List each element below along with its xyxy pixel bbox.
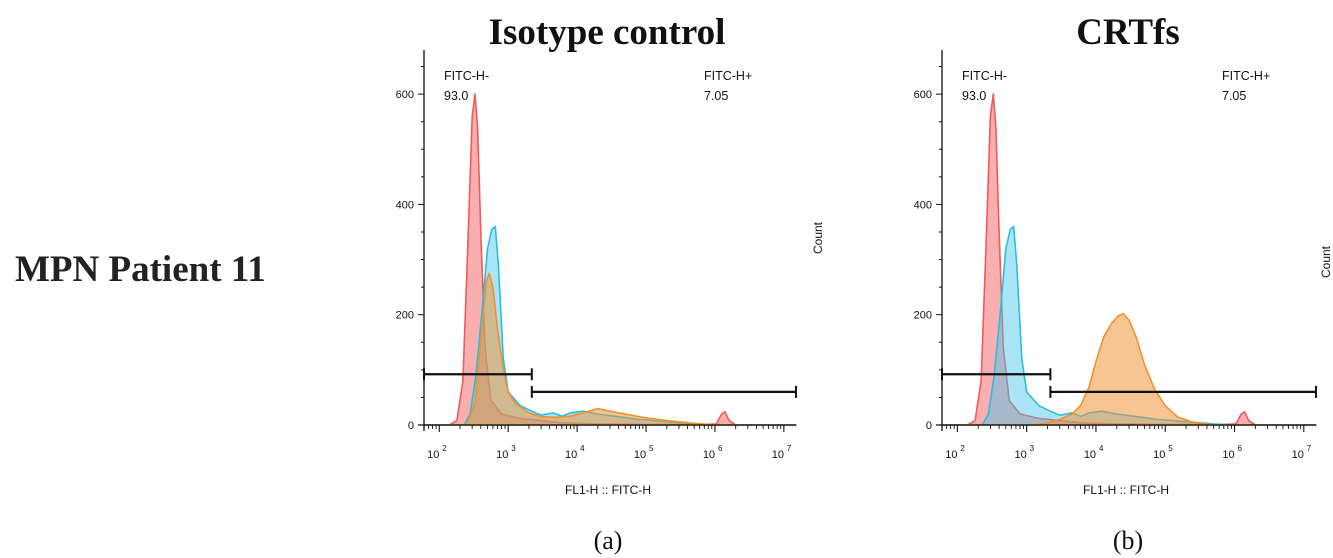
x-tick-label: 10 bbox=[565, 449, 577, 461]
x-tick-exponent: 7 bbox=[787, 444, 792, 453]
x-tick-label: 10 bbox=[1292, 449, 1304, 461]
y-axis-label: Count bbox=[1319, 245, 1333, 278]
x-tick-label: 10 bbox=[1222, 449, 1234, 461]
x-tick-label: 10 bbox=[496, 449, 508, 461]
x-tick-label: 10 bbox=[1153, 449, 1165, 461]
gate-value: 7.05 bbox=[1222, 89, 1246, 103]
x-tick-exponent: 3 bbox=[1030, 444, 1035, 453]
y-axis-label: Count bbox=[811, 221, 825, 254]
gate-name: FITC-H- bbox=[962, 69, 1007, 83]
gate-value: 93.0 bbox=[444, 89, 468, 103]
panel-caption: (a) bbox=[594, 526, 623, 555]
chart-panel-a: Isotype control0200400600102103104105106… bbox=[396, 12, 825, 555]
panel-caption: (b) bbox=[1113, 526, 1143, 555]
x-tick-label: 10 bbox=[1084, 449, 1096, 461]
chart-panel-b: CRTfs0200400600102103104105106107FITC-H-… bbox=[914, 12, 1333, 555]
x-tick-exponent: 5 bbox=[1168, 444, 1173, 453]
x-tick-exponent: 4 bbox=[1099, 444, 1104, 453]
x-tick-label: 10 bbox=[634, 449, 646, 461]
y-tick-label: 400 bbox=[914, 199, 932, 211]
y-tick-label: 200 bbox=[396, 310, 414, 322]
chart-title: CRTfs bbox=[1076, 12, 1180, 53]
y-tick-label: 600 bbox=[396, 89, 414, 101]
y-tick-label: 200 bbox=[914, 310, 932, 322]
y-tick-label: 0 bbox=[408, 420, 414, 432]
x-tick-label: 10 bbox=[945, 449, 957, 461]
gate-value: 7.05 bbox=[704, 89, 728, 103]
y-tick-label: 600 bbox=[914, 89, 932, 101]
x-tick-exponent: 2 bbox=[960, 444, 965, 453]
x-tick-exponent: 2 bbox=[442, 444, 447, 453]
y-tick-label: 400 bbox=[396, 199, 414, 211]
histogram-series-3 bbox=[423, 272, 797, 426]
chart-title: Isotype control bbox=[489, 12, 726, 53]
gate-value: 93.0 bbox=[962, 89, 986, 103]
y-tick-label: 0 bbox=[926, 420, 932, 432]
x-tick-exponent: 6 bbox=[1238, 444, 1243, 453]
histogram-series-3 bbox=[941, 312, 1317, 426]
x-tick-exponent: 3 bbox=[511, 444, 516, 453]
gate-name: FITC-H+ bbox=[704, 69, 752, 83]
x-axis-label: FL1-H :: FITC-H bbox=[565, 483, 651, 497]
gate-name: FITC-H- bbox=[444, 69, 489, 83]
x-axis-label: FL1-H :: FITC-H bbox=[1083, 483, 1169, 497]
x-tick-exponent: 7 bbox=[1307, 444, 1312, 453]
x-tick-exponent: 6 bbox=[718, 444, 723, 453]
histogram-series-1 bbox=[941, 93, 1317, 426]
x-tick-label: 10 bbox=[427, 449, 439, 461]
gate-name: FITC-H+ bbox=[1222, 69, 1270, 83]
x-tick-label: 10 bbox=[1015, 449, 1027, 461]
x-tick-exponent: 4 bbox=[580, 444, 585, 453]
x-tick-label: 10 bbox=[703, 449, 715, 461]
x-tick-exponent: 5 bbox=[649, 444, 654, 453]
row-label: MPN Patient 11 bbox=[15, 249, 266, 290]
x-tick-label: 10 bbox=[772, 449, 784, 461]
